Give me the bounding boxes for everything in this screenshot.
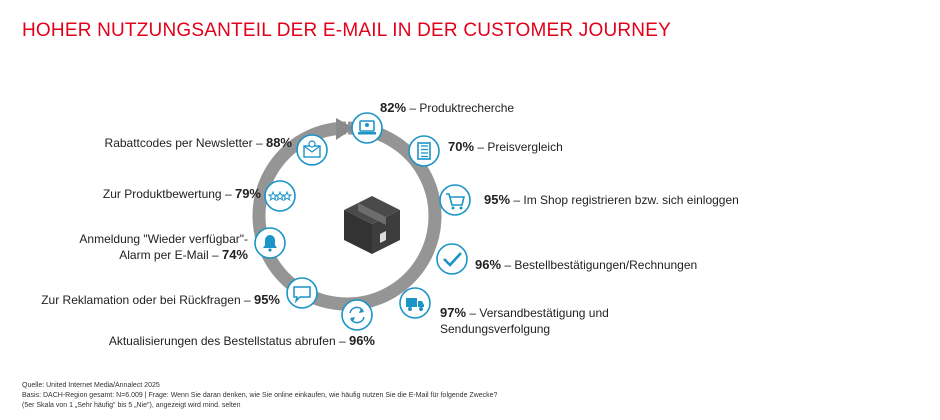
bell-icon (263, 235, 277, 252)
checkmark-icon-node (436, 243, 468, 275)
percent-mail-icon (303, 140, 321, 158)
checkmark-icon (443, 252, 462, 267)
page-title: HOHER NUTZUNGSANTEIL DER E-MAIL IN DER C… (22, 20, 671, 41)
label-step-9: Zur Produktbewertung – 79% (102, 186, 261, 201)
refresh-icon (349, 306, 365, 324)
cart-icon (446, 193, 466, 210)
label-step-10: Rabattcodes per Newsletter – 88% (104, 135, 292, 150)
checklist-icon (417, 142, 431, 160)
laptop-icon-node (351, 112, 383, 144)
icon-circle (264, 180, 296, 212)
checklist-icon-node (408, 135, 440, 167)
icon-circle (296, 134, 328, 166)
label-step-4: 96% – Bestellbestätigungen/Rechnungen (475, 257, 698, 272)
bell-icon-node (254, 227, 286, 259)
icon-circle (351, 112, 383, 144)
stars-icon (267, 190, 293, 202)
icon-circle (439, 184, 471, 216)
laptop-icon (358, 120, 376, 135)
footer-basis: Basis: DACH-Region gesamt: N=6.009 | Fra… (22, 392, 498, 399)
label-step-3: 95% – Im Shop registrieren bzw. sich ein… (484, 192, 739, 207)
truck-icon-node (399, 287, 431, 319)
icon-circle (286, 277, 318, 309)
stars-icon-node (264, 180, 296, 212)
label-step-6: Aktualisierungen des Bestellstatus abruf… (108, 333, 375, 348)
label-step-5: 97% – Versandbestätigung und Sendungsver… (440, 305, 609, 336)
percent-mail-icon-node (296, 134, 328, 166)
label-step-8: Anmeldung "Wieder verfügbar"- Alarm per … (79, 232, 248, 262)
icon-circle (436, 243, 468, 275)
speech-bubble-icon (293, 286, 311, 304)
icon-circle (341, 299, 373, 331)
label-step-2: 70% – Preisvergleich (448, 139, 563, 154)
ring-arrowhead (336, 118, 354, 140)
refresh-icon-node (341, 299, 373, 331)
label-step-1: 82% – Produktrecherche (380, 100, 515, 115)
speech-bubble-icon-node (286, 277, 318, 309)
package-icon (344, 196, 400, 254)
label-step-7: Zur Reklamation oder bei Rückfragen – 95… (41, 292, 280, 307)
cart-icon-node (439, 184, 471, 216)
icon-circle (408, 135, 440, 167)
truck-icon (406, 298, 424, 311)
footer-source: Quelle: United Internet Media/Annalect 2… (22, 382, 160, 389)
footer-scale: (5er Skala von 1 „Sehr häufig" bis 5 „Ni… (22, 402, 241, 409)
